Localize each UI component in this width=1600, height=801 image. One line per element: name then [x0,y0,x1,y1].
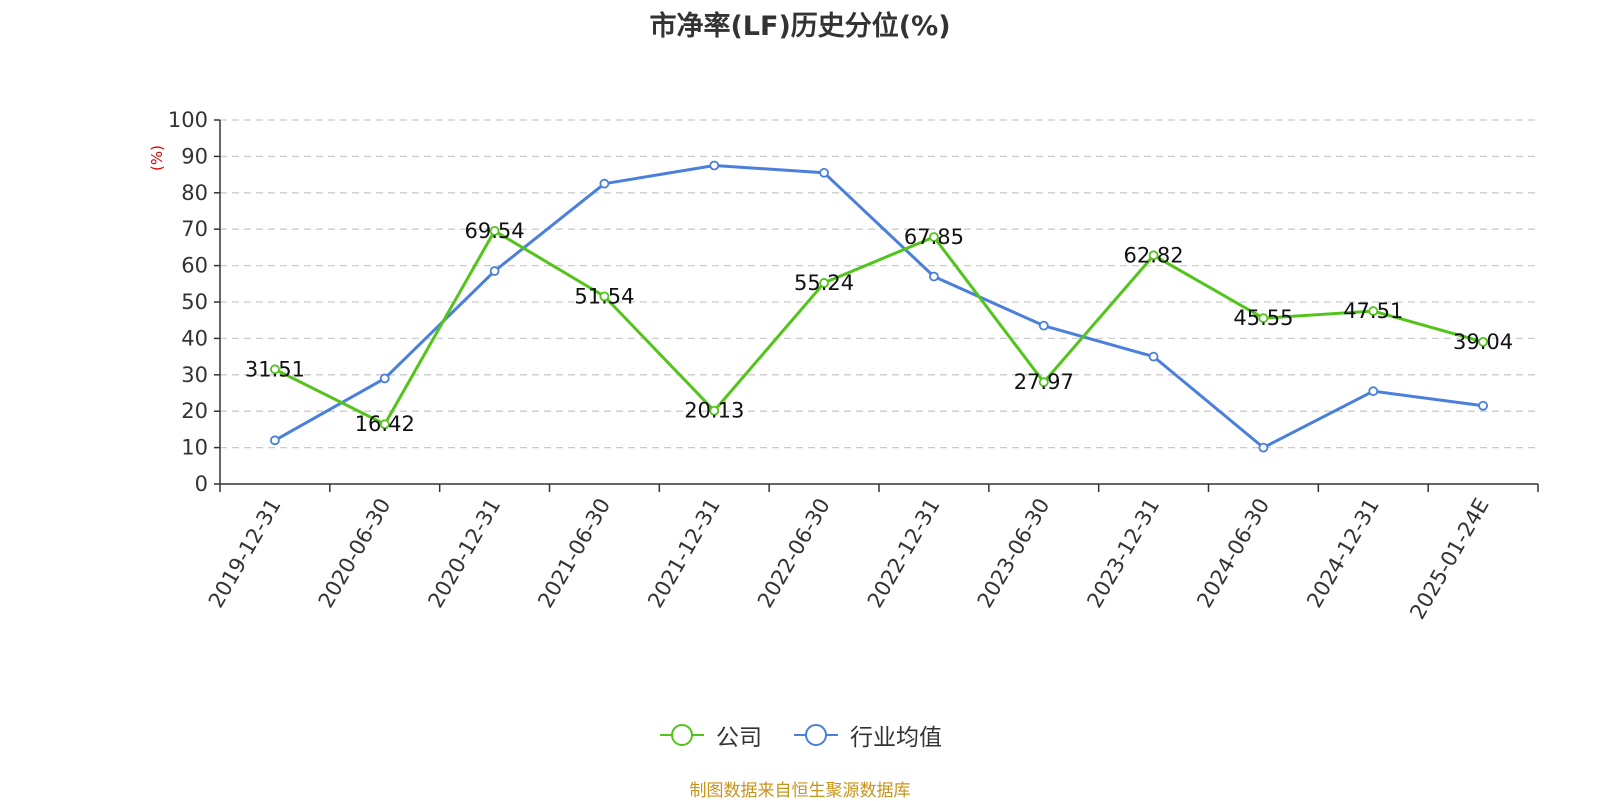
data-point-industry [819,167,829,178]
y-axis-label: (%) [148,145,166,171]
data-point-industry [929,271,939,282]
x-tick-label: 2024-06-30 [1192,494,1274,612]
legend-industry-label: 行业均值 [850,725,942,751]
legend: 公司 行业均值 [0,718,1600,752]
axes: 0 10 20 30 40 50 60 70 80 90 100(%) 2019-12-31 2020-… [148,108,1539,623]
data-point-company [1478,336,1488,347]
data-label-company: 62.82 [1124,243,1184,267]
data-point-industry [1478,400,1488,411]
data-point-industry [599,178,610,189]
x-tick-label: 2022-06-30 [753,494,835,612]
data-point-company [929,232,939,242]
data-point-company [1368,306,1379,316]
series-line-industry [274,164,1484,450]
grid-lines [220,119,1538,449]
data-point-company [1148,250,1159,261]
data-label-company: 51.54 [574,284,634,308]
y-tick-label: 40 [181,326,208,350]
x-tick-label: 2022-12-31 [863,494,945,612]
data-point-industry [1258,442,1269,453]
data-label-company: 47.51 [1343,299,1403,323]
data-point-company [489,225,500,236]
y-tick-label: 100 [168,108,208,132]
data-point-industry [379,373,390,384]
data-point-industry [1148,351,1159,362]
data-label-company: 55.24 [794,271,854,295]
y-tick-label: 20 [181,399,208,423]
x-tick-label: 2020-12-31 [423,494,505,612]
data-point-company [709,405,720,416]
data-label-company: 45.55 [1233,306,1293,330]
y-tick-label: 90 [181,144,208,168]
source-note: 制图数据来自恒生聚源数据库 [689,781,911,801]
x-tick-label: 2019-12-31 [204,494,286,612]
data-point-company [1258,313,1269,324]
y-tick-label: 60 [181,254,208,278]
data-point-industry [489,266,500,276]
data-point-company [819,278,829,288]
data-point-industry [709,160,720,171]
legend-item-company[interactable]: 公司 [658,718,762,752]
data-point-company [1038,377,1049,388]
data-point-industry [1368,386,1379,397]
data-label-company: 16.42 [355,412,415,436]
data-label-company: 67.85 [904,225,964,249]
x-tick-label: 2021-12-31 [643,494,725,612]
data-point-company [599,291,610,302]
data-label-company: 39.04 [1453,330,1513,354]
data-label-company: 31.51 [245,357,305,381]
y-tick-label: 30 [181,363,208,387]
legend-company-label: 公司 [716,725,762,751]
data-label-company: 27.97 [1014,370,1074,394]
y-tick-label: 70 [181,217,208,241]
x-tick-label: 2021-06-30 [533,494,615,612]
series-line-company [274,229,1484,426]
data-label-company: 20.13 [684,399,744,423]
series-lines [270,160,1488,453]
x-tick-label: 2023-12-31 [1082,494,1164,612]
data-label-company: 69.54 [465,219,525,243]
x-tick-label: 2023-06-30 [973,494,1055,612]
x-tick-label: 2020-06-30 [314,494,396,612]
data-labels: 31.51 16.42 69.54 51.54 20.13 55.24 67.85 27.97… [245,219,1513,436]
legend-item-industry[interactable]: 行业均值 [792,718,942,752]
data-point-company [379,419,390,430]
chart-title: 市净率(LF)历史分位(%) [649,11,951,42]
data-point-company [270,364,280,375]
y-tick-label: 80 [181,181,208,205]
x-tick-label: 2024-12-31 [1302,494,1384,612]
y-tick-label: 10 [181,436,208,460]
legend-company-icon [660,724,704,746]
x-tick-label: 2025-01-24E [1405,494,1493,623]
y-tick-label: 50 [181,290,208,314]
legend-industry-icon [794,724,838,746]
data-point-industry [270,435,280,446]
y-tick-label: 0 [195,472,208,496]
data-point-industry [1038,320,1049,331]
